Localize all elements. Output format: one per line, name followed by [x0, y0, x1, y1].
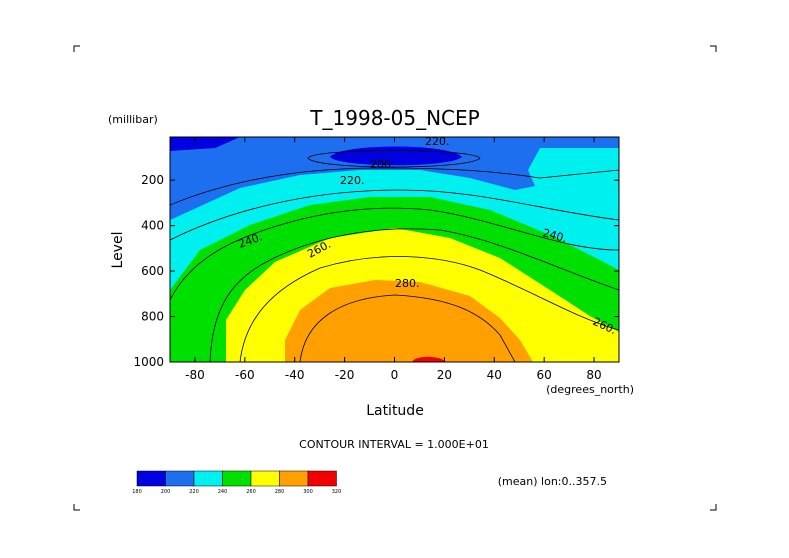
- band-180-200-left: [170, 137, 240, 151]
- colorbar-swatch: [279, 470, 309, 487]
- colorbar: 180 200 220 240 260 280 300 320: [132, 470, 342, 495]
- x-tick-label: 20: [437, 368, 452, 382]
- colorbar-swatch: [307, 470, 337, 487]
- contour-label: 220.: [425, 135, 450, 148]
- contour-label: 280.: [395, 277, 420, 290]
- band-280-300: [285, 280, 533, 362]
- colorbar-label: 260: [246, 489, 256, 495]
- x-tick-label: -20: [335, 368, 355, 382]
- colorbar-swatch: [165, 470, 195, 487]
- contour-lines: [170, 150, 619, 362]
- band-200-220: [170, 137, 619, 220]
- crop-marks: [73, 45, 717, 511]
- colorbar-label: 240: [218, 489, 228, 495]
- colorbar-swatch: [193, 470, 223, 487]
- chart-title: T_1998-05_NCEP: [309, 106, 479, 130]
- colorbar-swatch: [136, 470, 166, 487]
- colorbar-label: 280: [275, 489, 285, 495]
- y-units-label: (millibar): [108, 113, 158, 126]
- x-axis: -80 -60 -40 -20 0 20 40 60 80: [185, 137, 602, 382]
- x-tick-label: -40: [285, 368, 305, 382]
- band-300-320: [412, 356, 446, 362]
- contour-label: 240.: [541, 226, 568, 245]
- contour-interval-text: CONTOUR INTERVAL = 1.000E+01: [299, 438, 489, 451]
- colorbar-label: 180: [132, 489, 142, 495]
- y-axis-label: Level: [110, 232, 126, 269]
- y-tick-label: 200: [141, 173, 164, 187]
- colorbar-label: 300: [303, 489, 313, 495]
- colorbar-swatch: [250, 470, 280, 487]
- x-tick-label: 60: [537, 368, 552, 382]
- x-tick-label: 0: [391, 368, 399, 382]
- colorbar-label: 220: [189, 489, 199, 495]
- y-tick-label: 1000: [133, 355, 164, 369]
- x-units-label: (degrees_north): [546, 383, 634, 396]
- footer-text: (mean) lon:0..357.5: [498, 475, 607, 488]
- x-tick-label: -60: [235, 368, 255, 382]
- contour-label: 220.: [340, 174, 365, 187]
- contour-fills: [170, 137, 619, 362]
- y-tick-label: 600: [141, 264, 164, 278]
- colorbar-label: 200: [161, 489, 171, 495]
- y-tick-label: 800: [141, 310, 164, 324]
- x-tick-label: 80: [586, 368, 601, 382]
- x-tick-label: -80: [185, 368, 205, 382]
- y-tick-label: 400: [141, 219, 164, 233]
- contour-label: 200.: [370, 158, 395, 171]
- y-axis: 200 400 600 800 1000: [133, 173, 619, 369]
- x-axis-label: Latitude: [366, 403, 424, 419]
- colorbar-swatch: [222, 470, 252, 487]
- colorbar-label: 320: [332, 489, 342, 495]
- x-tick-label: 40: [487, 368, 502, 382]
